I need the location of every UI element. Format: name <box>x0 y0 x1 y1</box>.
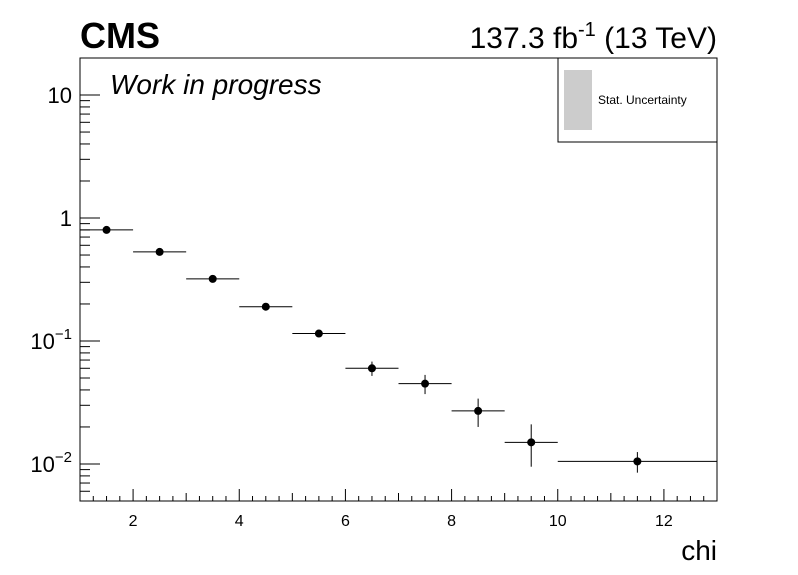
data-point <box>398 374 452 395</box>
y-tick-label: 1 <box>60 206 72 231</box>
data-point <box>133 247 187 256</box>
data-marker <box>314 329 323 338</box>
lumi-space <box>596 22 604 55</box>
data-point <box>239 302 293 311</box>
lumi-exponent: -1 <box>578 19 596 41</box>
x-tick-label: 12 <box>655 513 673 530</box>
data-marker <box>421 379 430 388</box>
x-tick-label: 4 <box>235 513 244 530</box>
data-marker <box>474 406 483 415</box>
x-tick-label: 2 <box>129 513 138 530</box>
y-tick-base: 10 <box>48 83 72 108</box>
data-marker <box>633 457 642 466</box>
data-marker <box>102 225 111 234</box>
data-point <box>557 452 717 473</box>
x-axis: 2 4 6 8 10 12 <box>92 489 705 530</box>
x-axis-label: chi <box>681 535 717 566</box>
y-tick-base: 10 <box>30 452 54 477</box>
y-tick-exponent: −1 <box>55 326 72 343</box>
data-point <box>186 274 240 283</box>
y-tick-label: 10−1 <box>30 326 72 354</box>
work-in-progress-label: Work in progress <box>110 69 322 100</box>
x-tick-label: 10 <box>549 513 567 530</box>
legend-swatch <box>564 70 592 130</box>
y-tick-exponent: −2 <box>55 449 72 466</box>
data-marker <box>261 302 270 311</box>
x-tick-label: 8 <box>447 513 456 530</box>
experiment-label: CMS <box>80 15 160 56</box>
lumi-label: 137.3 fb-1 (13 TeV) <box>470 19 717 55</box>
data-points <box>80 225 717 473</box>
x-tick-label: 6 <box>341 513 350 530</box>
y-tick-label: 10−2 <box>30 449 72 477</box>
data-marker <box>527 438 536 447</box>
y-tick-label: 10 <box>48 83 72 108</box>
data-point <box>504 424 558 467</box>
y-tick-base: 1 <box>60 206 72 231</box>
data-marker <box>367 364 376 373</box>
lumi-value: 137.3 fb <box>470 22 578 55</box>
data-marker <box>155 247 164 256</box>
data-point <box>292 329 346 338</box>
data-point <box>451 398 505 427</box>
y-tick-base: 10 <box>30 329 54 354</box>
energy-label: (13 TeV) <box>604 22 717 55</box>
data-marker <box>208 274 217 283</box>
legend-entry-label: Stat. Uncertainty <box>598 93 687 107</box>
data-point <box>80 225 134 234</box>
data-point <box>345 361 399 376</box>
